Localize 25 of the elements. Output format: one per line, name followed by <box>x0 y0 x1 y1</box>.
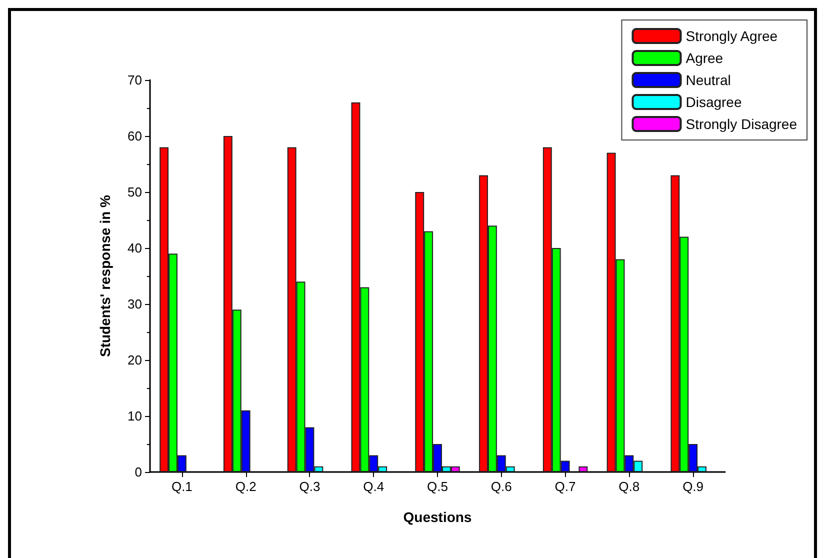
legend-label: Disagree <box>686 94 742 110</box>
y-tick-label: 30 <box>128 296 142 312</box>
bar <box>578 466 588 472</box>
y-tick-label: 70 <box>128 72 142 88</box>
legend-label: Agree <box>686 50 724 66</box>
x-tick-label: Q.9 <box>682 479 704 494</box>
y-tick-label: 0 <box>134 464 142 480</box>
y-tick-label: 10 <box>128 408 142 424</box>
x-tick-label: Q.2 <box>235 479 256 494</box>
x-tick-label: Q.3 <box>299 479 320 494</box>
x-axis-title: Questions <box>403 509 472 525</box>
legend-label: Strongly Agree <box>686 28 778 44</box>
x-tick-label: Q.8 <box>618 479 640 494</box>
x-tick-label: Q.4 <box>363 479 384 494</box>
y-axis-title: Students' response in % <box>97 194 113 358</box>
y-tick-label: 20 <box>128 352 142 368</box>
legend-label: Neutral <box>686 72 731 88</box>
y-tick-label: 60 <box>128 128 142 144</box>
legend-label: Strongly Disagree <box>686 116 798 132</box>
x-tick-label: Q.1 <box>171 479 192 494</box>
x-tick-label: Q.6 <box>490 479 512 494</box>
x-tick-label: Q.7 <box>554 479 576 494</box>
x-tick-label: Q.5 <box>427 479 448 494</box>
y-tick-label: 40 <box>128 240 142 256</box>
y-tick-label: 50 <box>128 184 142 200</box>
